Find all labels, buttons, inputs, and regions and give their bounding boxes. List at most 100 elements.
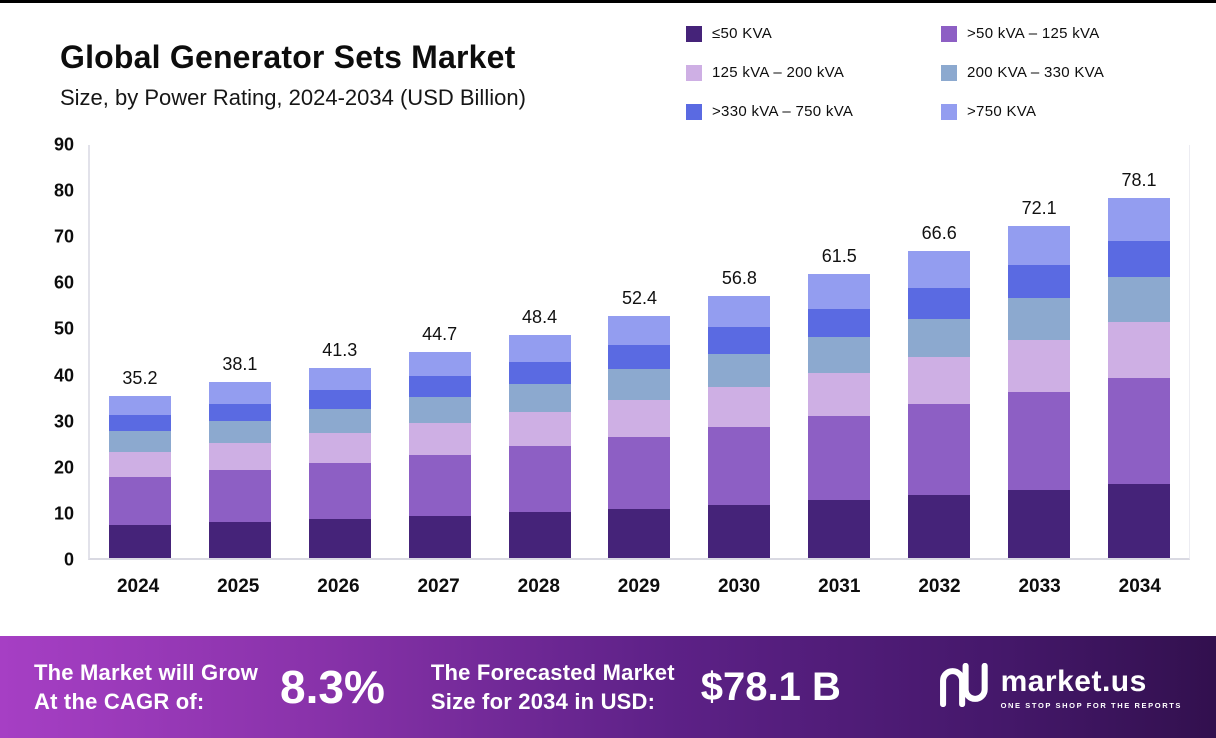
forecast-label-line2: Size for 2034 in USD: [430, 689, 656, 714]
bar-segment [308, 518, 371, 558]
forecast-label-line1: The Forecasted Market [430, 659, 675, 685]
forecast-value: $78.1 B [700, 664, 841, 709]
footer-banner: The Market will Grow At the CAGR of: 8.3… [0, 636, 1216, 738]
y-tick-label: 20 [53, 457, 74, 478]
chart-legend: ≤50 KVA >50 kVA – 125 kVA 125 kVA – 200 kV… [686, 25, 1186, 120]
bar-segment [1008, 298, 1071, 340]
bar-column: 72.1 [1003, 198, 1075, 558]
bar-segment [908, 250, 971, 288]
bar-total-label: 56.8 [721, 268, 757, 289]
bar-segment [408, 515, 471, 558]
bar-column: 78.1 [1103, 170, 1175, 558]
bar-column: 41.3 [304, 340, 376, 558]
legend-label: >330 kVA – 750 kVA [712, 103, 854, 120]
bar-segment [1108, 241, 1171, 278]
x-tick-label: 2032 [918, 576, 961, 597]
y-axis: 0 10 20 30 40 50 60 70 80 90 [26, 135, 88, 570]
y-tick-label: 10 [53, 503, 74, 524]
cagr-label: The Market will Grow At the CAGR of: [34, 658, 258, 716]
bar-segment [708, 353, 771, 387]
chart-section: Global Generator Sets Market Size, by Po… [0, 3, 1216, 636]
bar-segment [908, 287, 971, 319]
bar-segment [208, 421, 271, 444]
bar-segment [808, 372, 871, 417]
bar-total-label: 78.1 [1121, 169, 1157, 190]
bar-segment [408, 454, 471, 516]
bar-stack [808, 274, 871, 558]
legend-label: >50 kVA – 125 kVA [967, 25, 1100, 42]
x-tick-label: 2024 [116, 576, 160, 597]
bar-segment [808, 499, 871, 558]
legend-item: >50 kVA – 125 kVA [941, 25, 1186, 42]
bar-segment [408, 376, 471, 398]
bar-segment [208, 443, 271, 471]
bar-segment [608, 316, 671, 346]
bar-column: 35.2 [104, 368, 176, 558]
bar-segment [608, 369, 671, 400]
y-tick-label: 90 [53, 134, 74, 155]
bar-segment [708, 327, 771, 354]
bar-total-label: 52.4 [621, 288, 657, 309]
legend-item: >750 KVA [941, 103, 1186, 120]
bar-stack [708, 296, 771, 558]
bar-segment [208, 382, 271, 404]
legend-swatch-icon [941, 64, 957, 81]
bar-segment [808, 416, 871, 500]
x-tick-label: 2027 [417, 576, 460, 597]
brand-tagline: ONE STOP SHOP FOR THE REPORTS [1000, 700, 1182, 710]
bar-segment [808, 274, 871, 309]
legend-swatch-icon [941, 103, 957, 120]
bar-total-label: 38.1 [222, 354, 258, 375]
bar-segment [608, 437, 671, 509]
bar-segment [1108, 322, 1171, 379]
bar-column: 38.1 [204, 354, 276, 558]
bar-segment [308, 433, 371, 463]
bar-segment [908, 404, 971, 495]
legend-swatch-icon [686, 25, 702, 42]
y-tick-label: 60 [53, 272, 74, 293]
bar-segment [208, 403, 271, 422]
legend-label: ≤50 KVA [712, 25, 773, 42]
bar-segment [108, 524, 171, 558]
bar-segment [708, 427, 771, 505]
legend-swatch-icon [941, 25, 957, 42]
legend-item: ≤50 KVA [686, 25, 931, 42]
legend-item: >330 kVA – 750 kVA [686, 103, 931, 120]
bar-segment [108, 431, 171, 452]
bar-segment [708, 386, 771, 428]
bar-stack [208, 382, 271, 558]
bar-segment [108, 451, 171, 477]
brand-text: market.us ONE STOP SHOP FOR THE REPORTS [1001, 665, 1182, 710]
x-tick-label: 2026 [317, 576, 360, 597]
bar-segment [308, 367, 371, 391]
bar-segment [508, 446, 571, 513]
forecast-label: The Forecasted Market Size for 2034 in U… [431, 658, 675, 716]
brand-block: market.us ONE STOP SHOP FOR THE REPORTS [937, 662, 1182, 712]
bar-segment [708, 296, 771, 328]
y-tick-label: 50 [53, 318, 74, 339]
bar-total-label: 44.7 [422, 323, 458, 344]
bar-segment [108, 476, 171, 525]
bar-segment [1108, 197, 1171, 242]
legend-label: >750 KVA [967, 103, 1037, 120]
bar-stack [308, 367, 371, 558]
bar-segment [1008, 489, 1071, 558]
bar-segment [308, 462, 371, 519]
bar-segment [608, 399, 671, 438]
market-us-logo-icon [937, 662, 989, 712]
bar-segment [908, 318, 971, 357]
bar-segment [1108, 484, 1171, 558]
bar-total-label: 48.4 [522, 306, 558, 327]
x-tick-label: 2030 [717, 576, 761, 597]
x-tick-label: 2034 [1118, 576, 1161, 597]
plot-area: 35.2 38.1 41.3 44.7 48.4 52.4 56.8 61.5 66.6 72.1… [88, 145, 1190, 560]
cagr-value: 8.3% [280, 661, 385, 713]
bar-stack [408, 351, 471, 558]
bar-segment [308, 390, 371, 410]
y-tick-label: 70 [53, 226, 74, 247]
bar-segment [808, 308, 871, 338]
bar-total-label: 66.6 [921, 222, 957, 243]
legend-item: 125 kVA – 200 kVA [686, 64, 931, 81]
chart-header: Global Generator Sets Market Size, by Po… [26, 3, 1190, 135]
bar-stack [1008, 225, 1071, 558]
